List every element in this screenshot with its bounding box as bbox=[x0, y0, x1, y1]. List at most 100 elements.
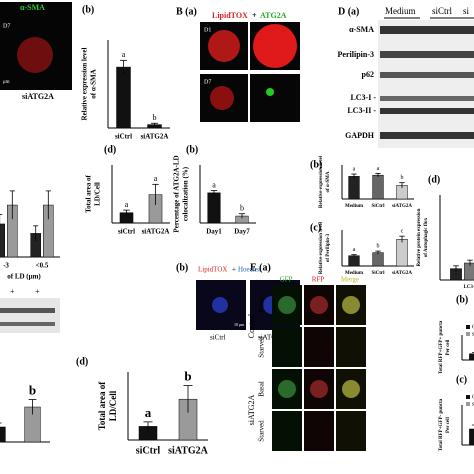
chart: Relative expression level of Perilipin-3 a… bbox=[319, 221, 414, 276]
legend-swatch bbox=[466, 325, 470, 329]
y-axis-label: Relative expression level bbox=[319, 155, 324, 208]
y-axis-label: of Perilipin-3 bbox=[326, 233, 331, 262]
y-axis-label: Total area of bbox=[97, 381, 107, 431]
significance-letter: b bbox=[401, 175, 404, 181]
chart: Relative expression level of α-SMA a b siCtr… bbox=[81, 40, 170, 141]
bar bbox=[469, 353, 474, 361]
bar bbox=[464, 262, 474, 281]
legend-swatch bbox=[466, 402, 470, 406]
significance-letter: a bbox=[353, 247, 356, 253]
y-axis-label: Per cell bbox=[446, 416, 451, 432]
blot-label: α-SMA bbox=[349, 25, 374, 34]
micrograph bbox=[304, 411, 334, 451]
panel-label: B (a) bbox=[176, 6, 197, 17]
blot-header: + bbox=[10, 287, 15, 296]
panel-label: D (a) bbox=[338, 6, 359, 17]
panel-label: (b) bbox=[310, 159, 322, 170]
panel-label: (b) bbox=[186, 144, 198, 155]
x-tick-label: siCtrl bbox=[115, 133, 132, 141]
significance-letter: b bbox=[240, 204, 244, 213]
panel-label: (d) bbox=[76, 356, 88, 367]
x-tick-label: SiCtrl bbox=[371, 204, 385, 209]
row-label: Basal bbox=[258, 381, 266, 397]
blot-band bbox=[380, 108, 474, 114]
blot-label: LC3-I - bbox=[350, 93, 376, 102]
y-axis-label: Relative expression level bbox=[81, 47, 89, 120]
bar bbox=[396, 239, 408, 267]
blot-band bbox=[0, 308, 55, 313]
y-axis-label: Total RFP+GFP+ puncta bbox=[439, 320, 444, 374]
group-label: Control bbox=[247, 313, 256, 338]
channel-label: GFP bbox=[280, 276, 293, 284]
significance-letter: a bbox=[125, 200, 129, 209]
significance-letter: b bbox=[153, 113, 157, 122]
bar bbox=[348, 255, 360, 267]
cell-signal bbox=[310, 380, 328, 398]
blot-label: LC3-II - bbox=[347, 106, 376, 115]
x-tick-label: Medium bbox=[345, 271, 364, 276]
cell-signal bbox=[210, 86, 234, 110]
panel-label: (b) bbox=[176, 262, 188, 273]
cell-signal bbox=[208, 30, 240, 62]
x-tick-label: siCtrl bbox=[136, 445, 161, 456]
group-label: siATG2A bbox=[247, 394, 256, 425]
cell-signal bbox=[266, 88, 274, 96]
x-tick-label: siATG2A bbox=[168, 445, 209, 456]
stain-label: LipidTOX bbox=[212, 11, 248, 20]
x-tick-label: siATG2A bbox=[392, 271, 412, 276]
x-tick-label: siATG2A bbox=[142, 228, 170, 236]
significance-letter: a bbox=[377, 166, 380, 172]
chart: of LD (μm) -3 <0.5 bbox=[0, 190, 60, 281]
x-tick-label: -3 bbox=[3, 262, 9, 270]
row-label: Starved bbox=[258, 420, 266, 442]
x-tick-label: siCtrl bbox=[118, 228, 135, 236]
y-axis-label: of Autophagic flux bbox=[424, 217, 429, 257]
blot-label: GAPDH bbox=[345, 131, 375, 140]
y-axis-label: of α-SMA bbox=[326, 171, 331, 192]
cell-signal bbox=[17, 37, 53, 73]
y-axis-label: Total RFP+GFP- puncta bbox=[439, 398, 444, 451]
panel-label: E (a) bbox=[250, 262, 271, 273]
row-label: Basal bbox=[258, 297, 266, 313]
significance-letter: a bbox=[353, 166, 356, 172]
stain-label: LipidTOX bbox=[198, 266, 227, 274]
significance-letter: b bbox=[184, 369, 191, 384]
blot-band bbox=[380, 132, 474, 139]
legend-label: C bbox=[472, 324, 474, 330]
panel-label: (b) bbox=[456, 294, 468, 305]
x-tick-label: <0.5 bbox=[36, 262, 49, 270]
scale-label: 10 μm bbox=[234, 322, 245, 327]
blot-band bbox=[380, 51, 474, 58]
panel-label: (b) bbox=[82, 4, 94, 15]
x-axis-label: of LD (μm) bbox=[7, 273, 41, 281]
y-axis-label: LD/Cell bbox=[94, 182, 102, 206]
blot-label: p62 bbox=[362, 70, 374, 79]
panel-label: (d) bbox=[104, 144, 116, 155]
x-tick-label: siATG2A bbox=[392, 204, 412, 209]
stain-label: ATG2A bbox=[260, 11, 287, 20]
blot-header: Medium bbox=[385, 6, 416, 16]
image-label: siCtrl bbox=[210, 334, 226, 342]
panel-label: (d) bbox=[428, 174, 440, 185]
chart: Relative expression level of α-SMA a a b Medi… bbox=[319, 155, 414, 209]
channel-label: Merge bbox=[341, 276, 359, 284]
image-label: siATG2A bbox=[258, 334, 285, 342]
legend-swatch bbox=[466, 395, 470, 399]
bar bbox=[0, 426, 6, 443]
row-label: Starved bbox=[258, 336, 266, 358]
panel-label: (c) bbox=[310, 222, 321, 233]
blot bbox=[378, 20, 474, 148]
x-tick-label: SiCtrl bbox=[371, 271, 385, 276]
significance-letter: a bbox=[154, 174, 158, 183]
significance-letter: b bbox=[377, 243, 380, 249]
cell-signal bbox=[342, 296, 360, 314]
stain-label: Hoechst bbox=[238, 266, 261, 274]
image-grid bbox=[272, 285, 366, 451]
day-label: D1 bbox=[204, 27, 211, 33]
stain-label: α-SMA bbox=[20, 3, 45, 12]
legend-label: si bbox=[472, 331, 474, 337]
y-axis-label: of α-SMA bbox=[90, 69, 98, 98]
cell-signal bbox=[278, 296, 296, 314]
blot-band bbox=[0, 322, 55, 326]
